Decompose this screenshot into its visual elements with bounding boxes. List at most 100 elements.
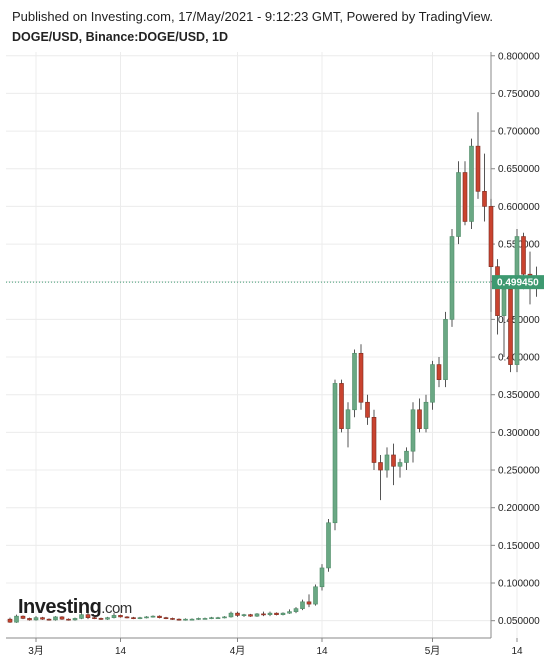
candle-body <box>332 383 338 524</box>
candle-body <box>436 364 442 380</box>
candle <box>254 613 260 617</box>
y-tick-label: 0.350000 <box>498 390 540 401</box>
candle <box>98 617 104 620</box>
candle <box>417 398 422 433</box>
candle-body <box>189 618 195 621</box>
candle <box>371 409 377 471</box>
candle <box>345 402 351 448</box>
candle-body <box>449 236 455 320</box>
candle-body <box>345 409 351 429</box>
candle-body <box>300 601 305 609</box>
candle-body <box>170 618 175 620</box>
candle <box>365 394 370 425</box>
candle <box>27 617 32 621</box>
candle <box>85 611 91 620</box>
candle-body <box>404 450 409 463</box>
candle-body <box>482 191 487 207</box>
candle <box>20 615 26 620</box>
candle <box>40 616 45 620</box>
candle-body <box>222 616 227 619</box>
candle <box>46 618 52 621</box>
candle <box>176 618 182 621</box>
candle-body <box>521 236 526 275</box>
y-tick-label: 0.200000 <box>498 503 540 514</box>
candle <box>150 615 156 618</box>
candle <box>358 344 364 410</box>
candle-body <box>261 613 266 616</box>
candle-body <box>66 618 71 621</box>
x-tick-label: 3月 <box>28 645 44 657</box>
candle-body <box>306 601 312 605</box>
candle-body <box>98 618 104 620</box>
candle <box>501 281 507 358</box>
x-tick-label: 14 <box>316 646 328 657</box>
axes: 0.050000 0.100000 0.150000 0.200000 0.250000… <box>6 51 540 657</box>
candle-body <box>254 613 260 617</box>
candle <box>163 616 169 620</box>
candle <box>306 594 312 608</box>
candle <box>488 198 494 312</box>
candle <box>469 138 474 230</box>
candle-body <box>137 617 143 619</box>
candle <box>7 617 13 623</box>
candle-body <box>384 454 390 471</box>
logo-name: Investing <box>18 596 102 618</box>
candle-body <box>202 618 208 620</box>
candle <box>79 613 84 620</box>
candle <box>189 618 195 621</box>
candle <box>209 616 214 620</box>
candle-body <box>92 617 97 619</box>
candle-body <box>79 614 84 619</box>
candle <box>131 616 136 620</box>
candle <box>443 311 448 388</box>
candle-body <box>241 614 247 616</box>
y-tick-label: 0.150000 <box>498 541 540 552</box>
candle <box>72 617 78 621</box>
price-overlay: 0.499450 <box>6 275 544 290</box>
candle-body <box>267 612 273 615</box>
candle <box>59 616 65 620</box>
candle-body <box>462 172 468 222</box>
candle <box>391 443 396 486</box>
candle-body <box>235 612 240 616</box>
last-price-label: 0.499450 <box>497 278 539 289</box>
candle <box>222 616 227 619</box>
candle-body <box>371 417 377 463</box>
candle <box>105 616 110 620</box>
y-tick-label: 0.250000 <box>498 466 540 477</box>
candle-body <box>378 462 383 471</box>
candle <box>261 611 266 617</box>
candle <box>482 153 487 222</box>
candle-body <box>20 615 26 619</box>
published-caption: Published on Investing.com, 17/May/2021 … <box>12 9 494 24</box>
candle <box>475 112 481 199</box>
candle <box>202 617 208 620</box>
candle <box>410 402 416 463</box>
y-tick-label: 0.750000 <box>498 89 540 100</box>
candle-body <box>514 236 520 365</box>
symbol-title: DOGE/USD, Binance:DOGE/USD, 1D <box>12 30 229 44</box>
candle-body <box>248 614 253 617</box>
candle <box>339 379 344 433</box>
candle-body <box>46 618 52 621</box>
candle-body <box>53 616 58 621</box>
candle-body <box>215 617 221 619</box>
candle-body <box>209 617 214 619</box>
candle-body <box>27 618 32 621</box>
candle-body <box>14 615 19 623</box>
candle <box>404 447 409 471</box>
candle <box>495 259 500 335</box>
candle-body <box>59 616 65 620</box>
candle <box>514 229 520 373</box>
candle-body <box>456 172 461 237</box>
candle <box>118 614 123 618</box>
candle-body <box>40 617 45 620</box>
candle-body <box>280 612 286 615</box>
candle <box>144 616 149 619</box>
candle-body <box>7 618 13 623</box>
investing-logo: Investing.com <box>18 596 132 619</box>
y-tick-label: 0.650000 <box>498 164 540 175</box>
candle <box>235 611 240 617</box>
candle <box>456 161 461 245</box>
candle <box>449 229 455 327</box>
